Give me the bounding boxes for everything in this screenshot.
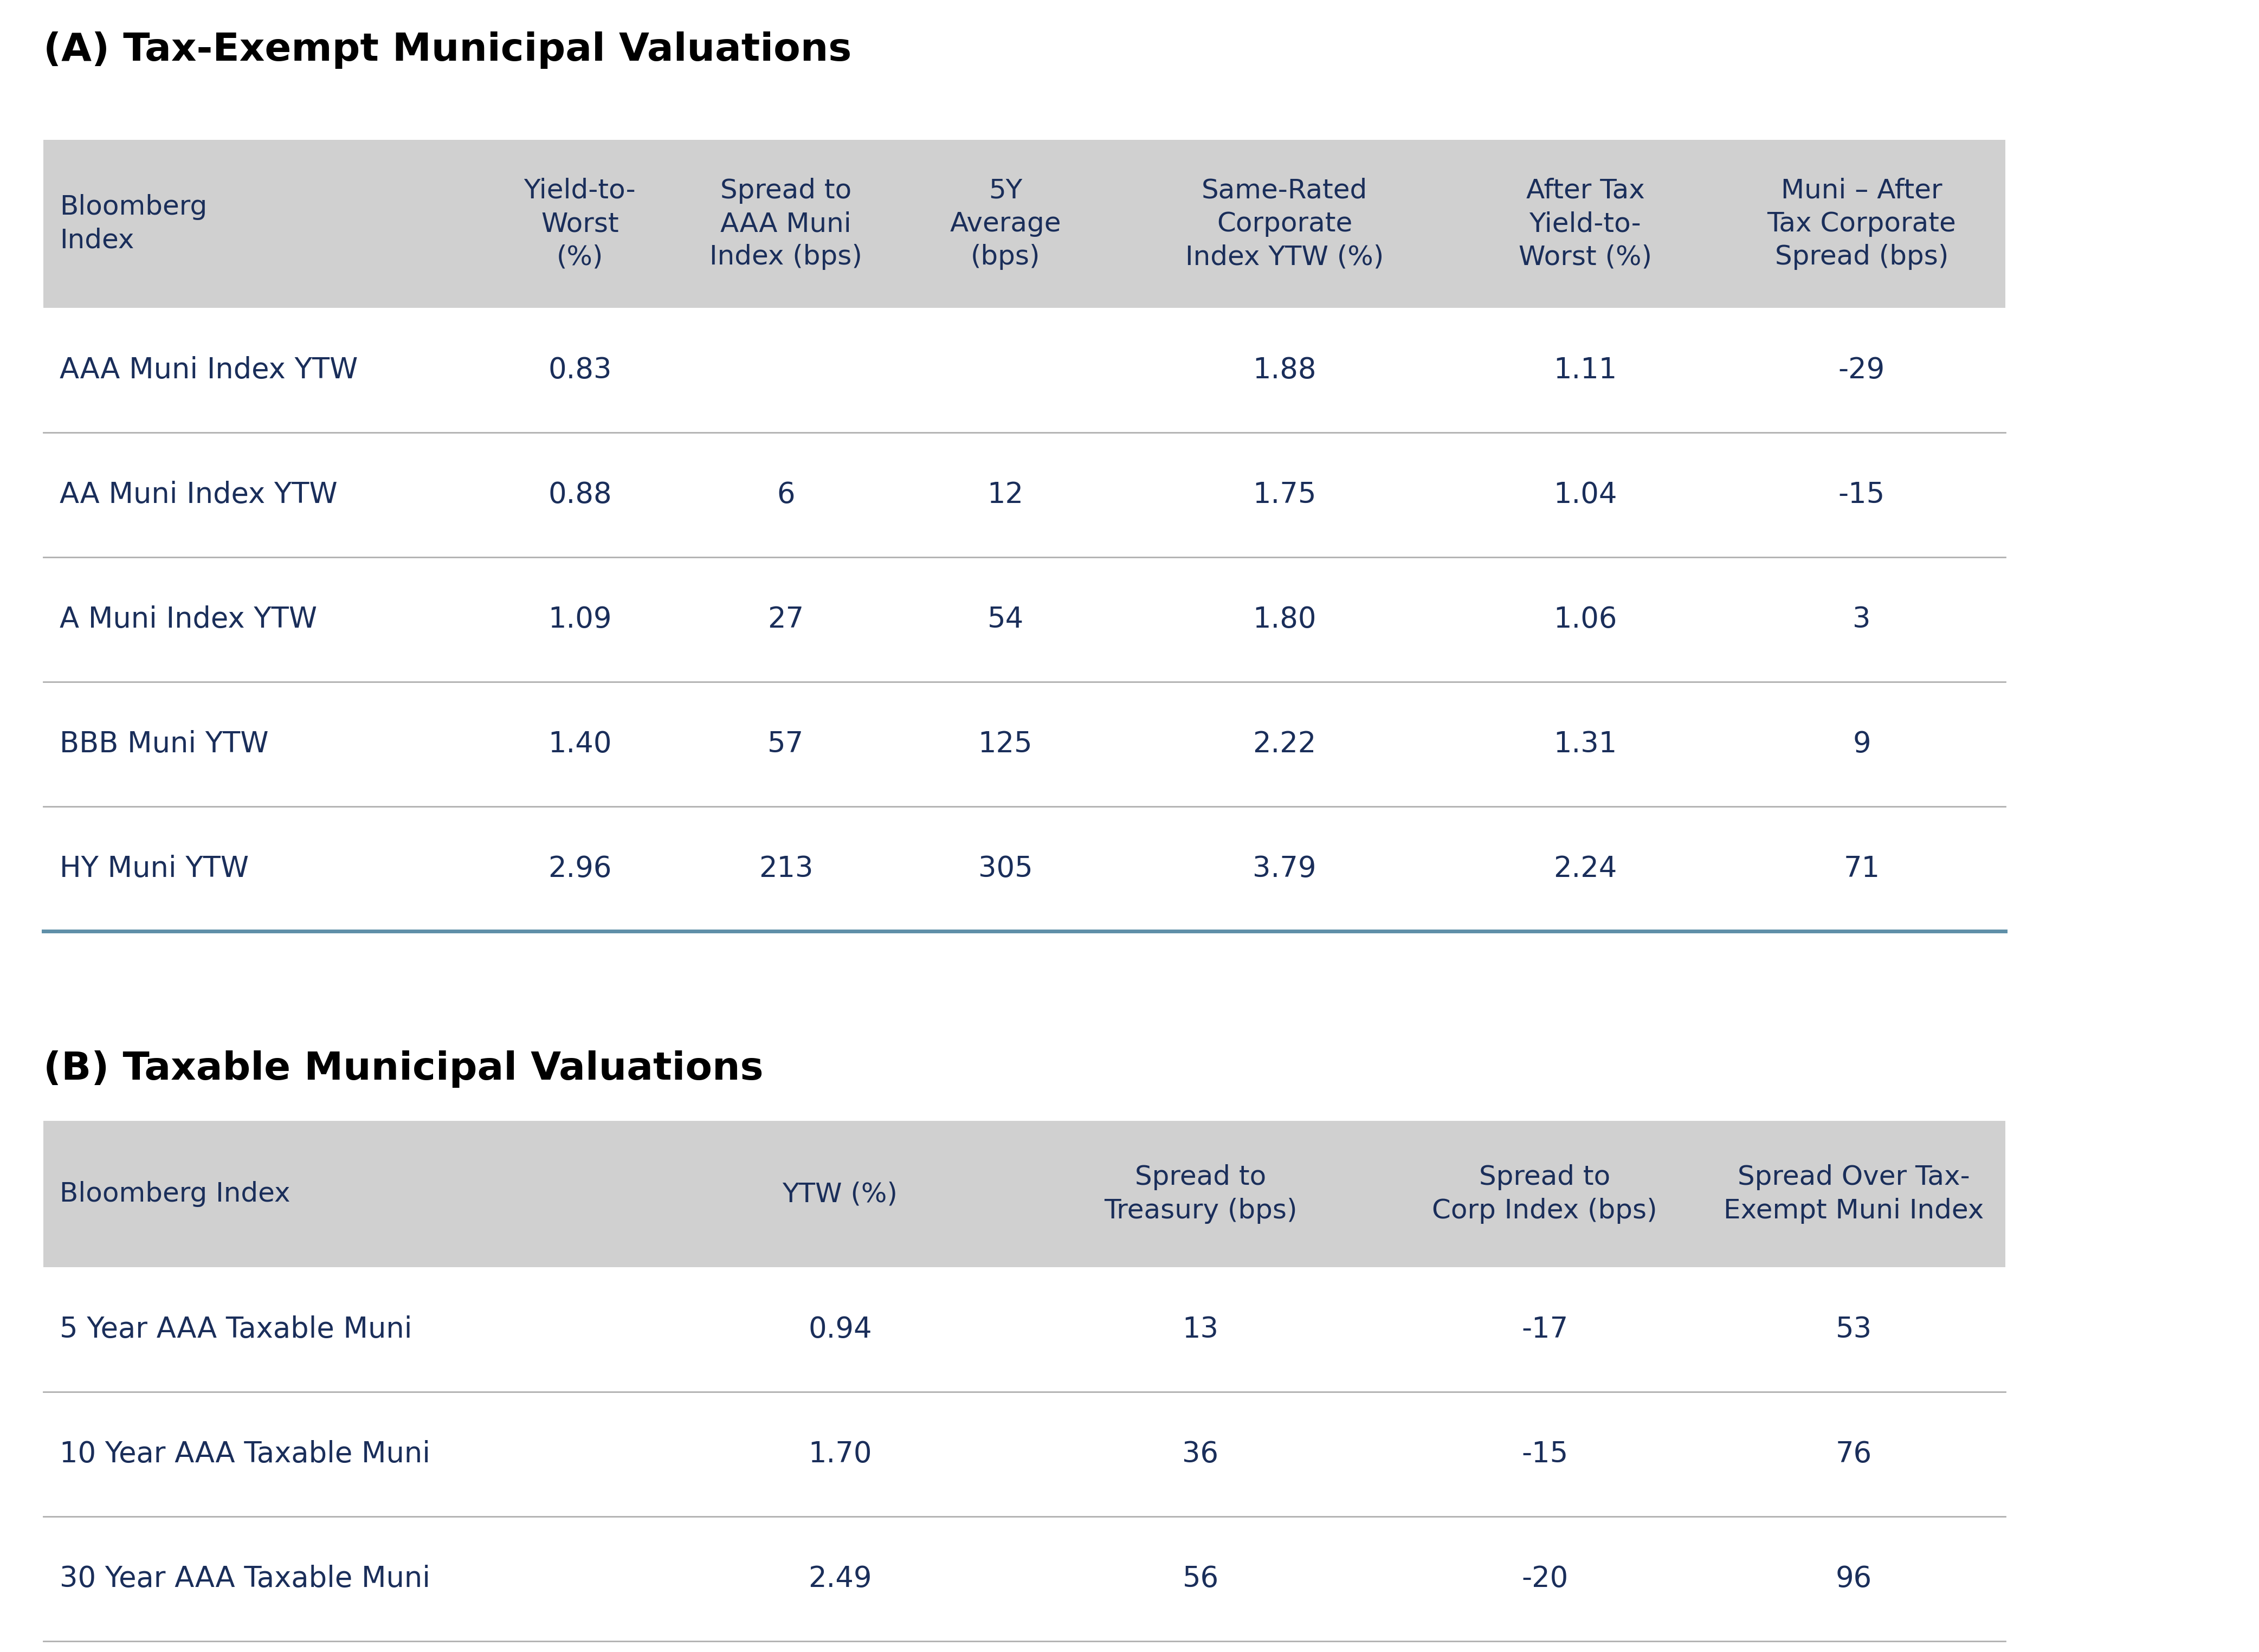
Bar [43, 1640, 2006, 1652]
Text: 76: 76 [1834, 1441, 1873, 1469]
Text: Yield-to-
Worst
(%): Yield-to- Worst (%) [524, 178, 637, 269]
Text: 57: 57 [768, 730, 804, 758]
Text: -15: -15 [1839, 481, 1884, 509]
Text: AA Muni Index YTW: AA Muni Index YTW [59, 481, 337, 509]
Bar [43, 433, 2006, 557]
Bar [43, 682, 2006, 806]
Text: 3: 3 [1852, 605, 1870, 634]
Text: 0.88: 0.88 [549, 481, 612, 509]
Text: Bloomberg
Index: Bloomberg Index [59, 195, 208, 253]
Text: 1.31: 1.31 [1554, 730, 1617, 758]
Text: 9: 9 [1852, 730, 1870, 758]
Text: 27: 27 [768, 605, 804, 634]
Text: 1.04: 1.04 [1554, 481, 1617, 509]
Text: Spread to
Corp Index (bps): Spread to Corp Index (bps) [1432, 1165, 1658, 1224]
Text: 0.94: 0.94 [809, 1315, 872, 1343]
Text: 2.22: 2.22 [1254, 730, 1317, 758]
Text: -20: -20 [1520, 1564, 1568, 1593]
Text: (B) Taxable Municipal Valuations: (B) Taxable Municipal Valuations [43, 1051, 764, 1087]
Text: 1.88: 1.88 [1254, 357, 1317, 385]
Text: 0.83: 0.83 [549, 357, 612, 385]
Text: 53: 53 [1834, 1315, 1873, 1343]
Text: 1.75: 1.75 [1254, 481, 1317, 509]
Bar [43, 1517, 2006, 1640]
Text: Spread to
AAA Muni
Index (bps): Spread to AAA Muni Index (bps) [709, 178, 863, 269]
Text: 213: 213 [759, 854, 813, 882]
Text: -29: -29 [1839, 357, 1884, 385]
Text: 125: 125 [978, 730, 1032, 758]
Text: 1.06: 1.06 [1554, 605, 1617, 634]
Text: Muni – After
Tax Corporate
Spread (bps): Muni – After Tax Corporate Spread (bps) [1767, 178, 1956, 269]
Text: -15: -15 [1520, 1441, 1568, 1469]
Text: 56: 56 [1181, 1564, 1218, 1593]
Text: -17: -17 [1520, 1315, 1568, 1343]
Text: 1.80: 1.80 [1254, 605, 1317, 634]
Text: 54: 54 [987, 605, 1023, 634]
Text: 1.70: 1.70 [809, 1441, 872, 1469]
Text: 305: 305 [978, 854, 1032, 882]
Text: 36: 36 [1181, 1441, 1218, 1469]
Bar [43, 1267, 2006, 1393]
Text: 5 Year AAA Taxable Muni: 5 Year AAA Taxable Muni [59, 1315, 411, 1343]
Text: Spread to
Treasury (bps): Spread to Treasury (bps) [1105, 1165, 1297, 1224]
Text: 96: 96 [1834, 1564, 1873, 1593]
Text: 1.09: 1.09 [549, 605, 612, 634]
Text: 10 Year AAA Taxable Muni: 10 Year AAA Taxable Muni [59, 1441, 429, 1469]
Text: 13: 13 [1181, 1315, 1218, 1343]
Text: 71: 71 [1843, 854, 1879, 882]
Text: 2.96: 2.96 [549, 854, 612, 882]
Text: 3.79: 3.79 [1254, 854, 1317, 882]
Text: BBB Muni YTW: BBB Muni YTW [59, 730, 269, 758]
Text: 5Y
Average
(bps): 5Y Average (bps) [949, 178, 1062, 269]
Text: 2.24: 2.24 [1554, 854, 1617, 882]
Text: Spread Over Tax-
Exempt Muni Index: Spread Over Tax- Exempt Muni Index [1724, 1165, 1983, 1224]
Text: (A) Tax-Exempt Municipal Valuations: (A) Tax-Exempt Municipal Valuations [43, 31, 852, 69]
Text: 12: 12 [987, 481, 1023, 509]
Text: Bloomberg Index: Bloomberg Index [59, 1181, 291, 1208]
Text: HY Muni YTW: HY Muni YTW [59, 854, 248, 882]
Text: AAA Muni Index YTW: AAA Muni Index YTW [59, 357, 357, 385]
Text: Same-Rated
Corporate
Index YTW (%): Same-Rated Corporate Index YTW (%) [1186, 178, 1385, 269]
Bar [43, 806, 2006, 932]
Bar [43, 1120, 2006, 1267]
Text: 6: 6 [777, 481, 795, 509]
Text: A Muni Index YTW: A Muni Index YTW [59, 605, 316, 634]
Bar [43, 557, 2006, 682]
Text: 30 Year AAA Taxable Muni: 30 Year AAA Taxable Muni [59, 1564, 429, 1593]
Text: After Tax
Yield-to-
Worst (%): After Tax Yield-to- Worst (%) [1518, 178, 1651, 269]
Bar [43, 1393, 2006, 1517]
Bar [43, 307, 2006, 433]
Bar [43, 140, 2006, 307]
Text: 1.11: 1.11 [1554, 357, 1617, 385]
Text: 1.40: 1.40 [549, 730, 612, 758]
Text: YTW (%): YTW (%) [782, 1181, 897, 1208]
Text: 2.49: 2.49 [809, 1564, 872, 1593]
